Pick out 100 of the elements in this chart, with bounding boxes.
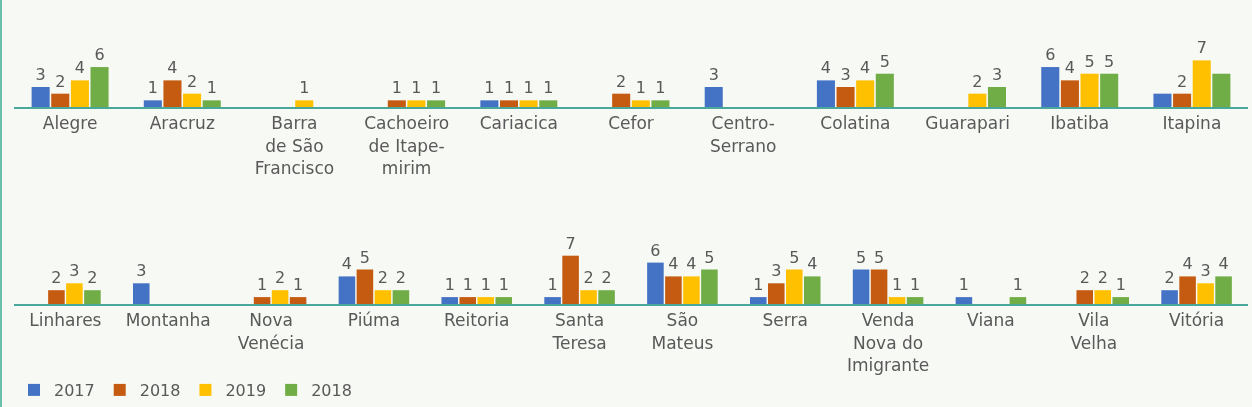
bar [875,73,894,107]
data-label: 1 [523,78,534,98]
x-tick-label: Centro- Serrano [709,113,777,156]
data-label: 1 [1115,275,1126,295]
bar [701,269,718,304]
bar [1161,290,1178,304]
x-tick-label: Piúma [347,310,401,331]
bar [441,297,459,304]
x-tick-label: Alegre [42,113,98,134]
data-label: 4 [807,254,818,274]
bar [651,100,670,107]
bar [1009,297,1027,304]
bar [295,100,314,107]
data-label: 3 [136,261,147,281]
bar [495,297,513,304]
data-label: 7 [1196,38,1207,58]
bar [338,276,356,304]
bar [987,87,1007,107]
bar [870,269,888,304]
x-tick-label: Viana [967,310,1015,331]
bar [888,297,906,304]
bar [480,100,499,107]
x-tick-label: Vila Velha [1070,310,1118,353]
data-label: 4 [860,58,871,78]
bar [1153,93,1172,107]
data-label: 4 [341,254,353,274]
data-label: 1 [462,275,473,295]
bar [836,87,855,107]
bar [580,290,597,304]
data-label: 3 [991,65,1003,85]
legend-label: 2018 [311,381,352,401]
data-label: 1 [391,78,402,98]
data-label: 4 [167,58,178,78]
x-tick-label: Itapina [1162,113,1222,134]
data-label: 1 [480,275,491,295]
data-label: 3 [708,65,719,85]
bar [90,67,109,107]
data-label: 4 [1182,254,1193,274]
data-label: 2 [55,71,66,91]
data-label: 1 [753,275,764,295]
bar [852,269,870,304]
bar [968,93,987,107]
data-label: 6 [1045,45,1056,65]
bar [1173,93,1192,107]
bar [1060,80,1079,107]
data-label: 2 [274,268,286,288]
data-label: 2 [616,71,627,91]
data-label: 2 [1177,71,1188,91]
bar [1197,283,1214,304]
x-tick-label: Aracruz [149,113,215,134]
x-tick-label: Cefor [608,113,654,134]
bar [704,87,723,107]
bar [271,290,289,304]
data-label: 1 [256,275,268,295]
bar [1080,73,1099,107]
legend-label: 2019 [225,381,267,401]
data-label: 5 [856,247,867,267]
bar [70,80,89,107]
data-label: 1 [147,78,158,98]
bar [51,93,70,107]
bar [544,297,561,304]
bar [683,276,700,304]
bar [48,290,65,304]
x-tick-label: Ibatiba [1050,113,1110,134]
bar [356,269,374,304]
data-label: 6 [94,45,105,65]
x-tick-label: Cariacica [479,113,558,134]
data-label: 1 [444,275,455,295]
bar [906,297,924,304]
bar [374,290,392,304]
data-label: 1 [206,78,217,98]
x-tick-label: Santa Teresa [551,310,607,353]
data-label: 2 [187,71,198,91]
bar [84,290,101,304]
bar [143,100,162,107]
bar [183,93,202,107]
data-label: 5 [1084,51,1095,71]
bar [132,283,150,304]
data-label: 1 [484,78,495,98]
bar [31,87,50,107]
data-label: 1 [1012,275,1023,295]
data-label: 1 [430,78,442,98]
x-tick-label: Montanha [125,310,211,331]
bar [392,290,410,304]
bar [816,80,835,107]
data-label: 1 [411,78,422,98]
data-label: 5 [359,247,371,267]
legend-label: 2017 [54,381,95,401]
bar [1112,297,1130,304]
x-tick-label: Vitória [1168,310,1225,331]
x-tick-label: Cachoeiro de Itape- mirim [364,113,450,178]
data-label: 2 [972,71,983,91]
data-label: 1 [498,275,509,295]
data-label: 2 [51,268,62,288]
data-label: 3 [69,261,80,281]
data-label: 1 [958,275,970,295]
bar [631,100,650,107]
data-label: 3 [1200,261,1211,281]
bar [539,100,558,107]
data-label: 7 [565,233,576,253]
